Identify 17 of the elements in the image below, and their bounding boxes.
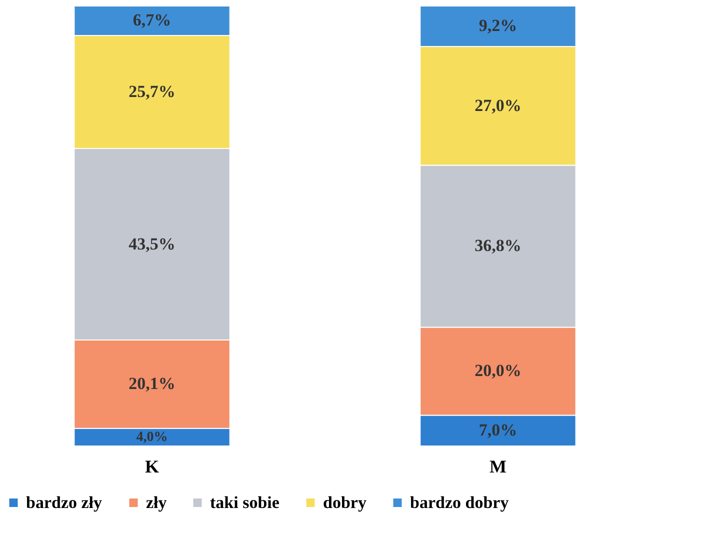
data-label: 20,0% [474,361,522,380]
legend-label: bardzo zły [26,492,103,512]
data-label: 9,2% [478,16,518,36]
data-label: 43,5% [128,234,176,254]
data-label: 36,8% [474,236,522,256]
x-tick-label: M [489,456,506,476]
legend-label: bardzo dobry [410,492,510,512]
data-label: 25,7% [128,82,176,102]
data-label: 20,1% [128,374,176,394]
data-label: 4,0% [136,430,168,446]
data-label: 27,0% [474,96,522,115]
legend-label: zły [146,492,168,512]
data-label: 6,7% [132,10,172,30]
x-tick-label: K [145,456,160,476]
legend-label: dobry [323,492,367,512]
data-label: 7,0% [478,420,518,440]
legend-label: taki sobie [210,492,280,512]
